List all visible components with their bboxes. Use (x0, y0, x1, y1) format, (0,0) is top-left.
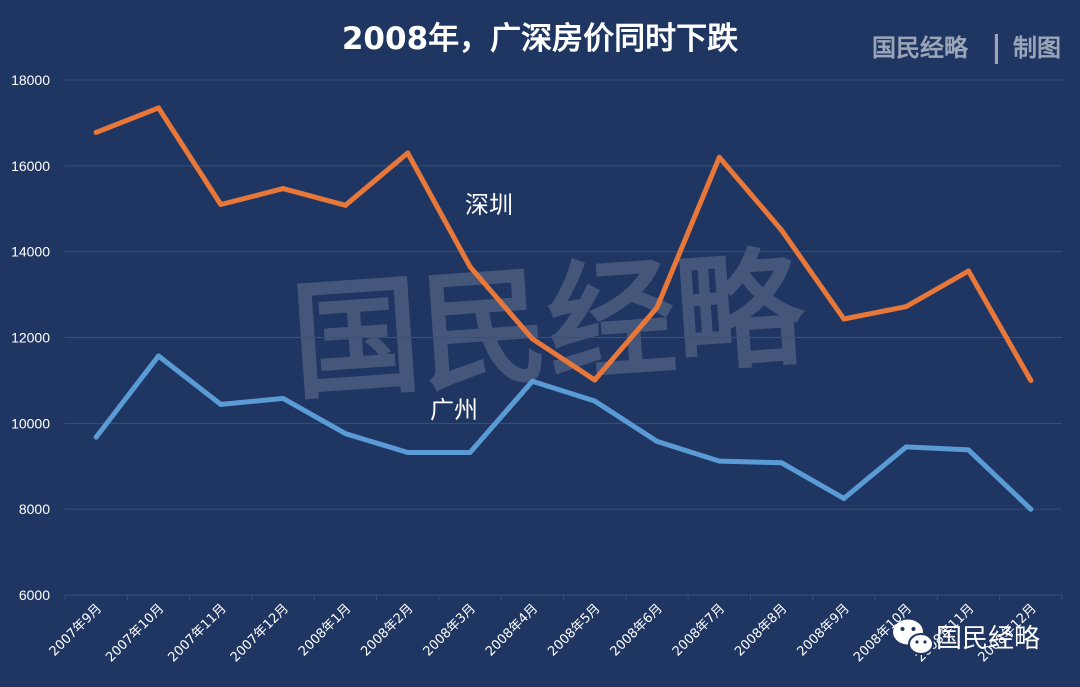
data-point (405, 150, 411, 156)
brand-separator: | (991, 30, 1002, 65)
data-point (155, 105, 161, 111)
chart-title: 2008年，广深房价同时下跌 (342, 21, 738, 57)
y-tick-label: 12000 (11, 330, 50, 346)
data-point (966, 447, 972, 453)
y-axis: 6000 8000 10000 12000 14000 16000 18000 (11, 72, 50, 603)
data-point (592, 377, 598, 383)
data-point (841, 495, 847, 501)
data-point (654, 304, 660, 310)
y-tick-label: 18000 (11, 72, 50, 88)
data-point (93, 129, 99, 135)
series-line-guangzhou (93, 353, 1034, 512)
data-point (654, 438, 660, 444)
data-point (405, 450, 411, 456)
y-tick-label: 14000 (11, 244, 50, 260)
data-point (1028, 506, 1034, 512)
data-point (779, 460, 785, 466)
wechat-account-name: 国民经略 (936, 624, 1040, 654)
series-line-shenzhen (93, 105, 1034, 383)
series-lines (93, 105, 1034, 512)
data-point (903, 444, 909, 450)
data-point (1028, 377, 1034, 383)
data-point (218, 201, 224, 207)
data-point (529, 378, 535, 384)
wechat-icon (893, 619, 934, 655)
wechat-logo: 国民经略 (893, 619, 1040, 655)
series-label-guangzhou: 广州 (430, 396, 478, 424)
series-label-shenzhen: 深圳 (465, 191, 513, 219)
data-point (716, 458, 722, 464)
data-point (966, 268, 972, 274)
data-point (342, 431, 348, 437)
brand-credit: 国民经略 | 制图 (872, 30, 1061, 65)
data-point (841, 316, 847, 322)
data-point (93, 434, 99, 440)
data-point (280, 395, 286, 401)
y-tick-label: 10000 (11, 415, 50, 431)
y-tick-label: 6000 (19, 587, 50, 603)
data-point (529, 336, 535, 342)
data-point (467, 264, 473, 270)
data-point (779, 227, 785, 233)
data-point (903, 304, 909, 310)
data-point (342, 202, 348, 208)
brand-suffix: 制图 (1013, 33, 1061, 62)
y-tick-label: 16000 (11, 158, 50, 174)
gridlines (65, 79, 1062, 596)
y-tick-label: 8000 (19, 501, 50, 517)
data-point (467, 450, 473, 456)
data-point (280, 186, 286, 192)
data-point (716, 154, 722, 160)
brand-name: 国民经略 (872, 33, 969, 62)
data-point (155, 353, 161, 359)
data-point (592, 398, 598, 404)
data-point (218, 401, 224, 407)
